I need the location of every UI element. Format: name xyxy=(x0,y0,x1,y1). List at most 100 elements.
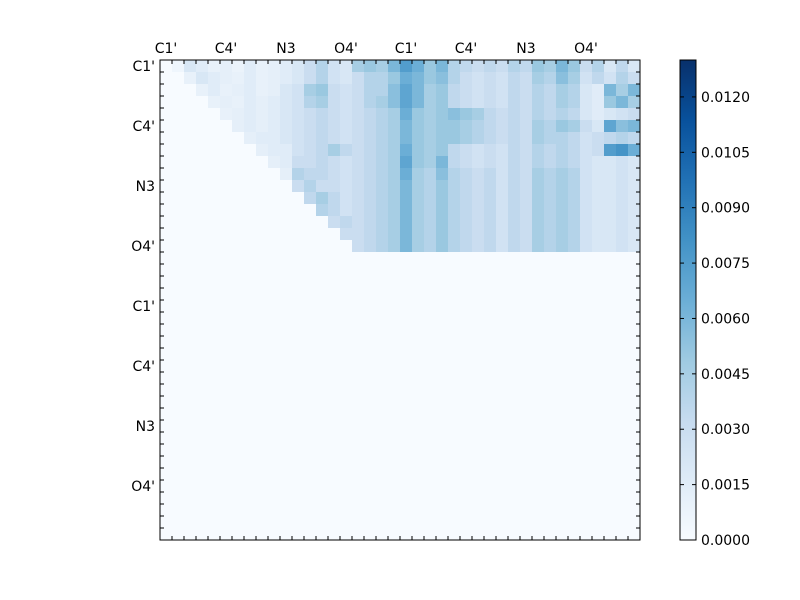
heatmap-cell xyxy=(520,72,533,85)
heatmap-cell xyxy=(160,156,173,169)
heatmap-cell xyxy=(532,504,545,517)
heatmap-cell xyxy=(244,288,257,301)
heatmap-cell xyxy=(340,336,353,349)
heatmap-cell xyxy=(484,312,497,325)
x-tick-label: C1' xyxy=(155,41,178,57)
heatmap-cell xyxy=(628,468,641,481)
heatmap-cell xyxy=(208,288,221,301)
heatmap-cell xyxy=(220,480,233,493)
heatmap-cell xyxy=(220,228,233,241)
heatmap-cell xyxy=(496,456,509,469)
heatmap-cell xyxy=(268,108,281,121)
heatmap-cell xyxy=(280,396,293,409)
heatmap-cell xyxy=(628,492,641,505)
heatmap-cell xyxy=(400,276,413,289)
y-tick-label: C4' xyxy=(132,359,155,375)
heatmap-cell xyxy=(244,492,257,505)
heatmap-cell xyxy=(520,336,533,349)
heatmap-cell xyxy=(364,84,377,97)
heatmap-cell xyxy=(424,252,437,265)
heatmap-cell xyxy=(196,384,209,397)
heatmap-cell xyxy=(568,432,581,445)
heatmap-cell xyxy=(568,216,581,229)
heatmap-cell xyxy=(256,372,269,385)
heatmap-cell xyxy=(496,276,509,289)
heatmap-cell xyxy=(352,336,365,349)
heatmap-cell xyxy=(352,324,365,337)
heatmap-cell xyxy=(496,156,509,169)
heatmap-cell xyxy=(376,144,389,157)
heatmap-cell xyxy=(484,324,497,337)
heatmap-cell xyxy=(484,84,497,97)
heatmap-cell xyxy=(544,288,557,301)
heatmap-cell xyxy=(340,84,353,97)
heatmap-cell xyxy=(304,348,317,361)
heatmap-cell xyxy=(412,468,425,481)
heatmap-cell xyxy=(424,144,437,157)
heatmap-cell xyxy=(256,264,269,277)
heatmap-cell xyxy=(604,264,617,277)
heatmap-cell xyxy=(532,156,545,169)
heatmap-cell xyxy=(268,396,281,409)
heatmap-cell xyxy=(232,84,245,97)
heatmap-cell xyxy=(628,276,641,289)
heatmap-cell xyxy=(448,492,461,505)
heatmap-cell xyxy=(496,468,509,481)
heatmap-cell xyxy=(604,456,617,469)
heatmap-cell xyxy=(292,96,305,109)
heatmap-cell xyxy=(544,276,557,289)
heatmap-cell xyxy=(376,132,389,145)
heatmap-cell xyxy=(556,228,569,241)
heatmap-cell xyxy=(544,120,557,133)
heatmap-cell xyxy=(592,336,605,349)
heatmap-cell xyxy=(544,300,557,313)
heatmap-cell xyxy=(388,516,401,529)
heatmap-cell xyxy=(616,360,629,373)
heatmap-cell xyxy=(580,312,593,325)
heatmap-cell xyxy=(412,240,425,253)
heatmap-cell xyxy=(544,240,557,253)
heatmap-cell xyxy=(508,228,521,241)
heatmap-cell xyxy=(532,132,545,145)
heatmap-cell xyxy=(400,192,413,205)
heatmap-cell xyxy=(244,240,257,253)
heatmap-cell xyxy=(340,348,353,361)
heatmap-cell xyxy=(448,480,461,493)
heatmap-cell xyxy=(460,96,473,109)
heatmap-cell xyxy=(364,252,377,265)
heatmap-cell xyxy=(412,288,425,301)
heatmap-cell xyxy=(160,132,173,145)
heatmap-cell xyxy=(328,84,341,97)
heatmap-cell xyxy=(184,192,197,205)
heatmap-cell xyxy=(400,180,413,193)
heatmap-cell xyxy=(568,156,581,169)
heatmap-cell xyxy=(172,432,185,445)
heatmap-cell xyxy=(340,96,353,109)
heatmap-cell xyxy=(460,492,473,505)
heatmap-cell xyxy=(172,156,185,169)
heatmap-cell xyxy=(556,348,569,361)
heatmap-cell xyxy=(484,300,497,313)
heatmap-cell xyxy=(580,396,593,409)
heatmap-cell xyxy=(568,456,581,469)
heatmap-cell xyxy=(244,252,257,265)
heatmap-cell xyxy=(196,288,209,301)
heatmap-cell xyxy=(280,228,293,241)
heatmap-cell xyxy=(436,96,449,109)
heatmap-cell xyxy=(496,228,509,241)
heatmap-cell xyxy=(412,192,425,205)
heatmap-cell xyxy=(244,156,257,169)
heatmap-cell xyxy=(424,192,437,205)
heatmap-cell xyxy=(208,432,221,445)
heatmap-cell xyxy=(580,324,593,337)
heatmap-cell xyxy=(436,216,449,229)
heatmap-cell xyxy=(436,396,449,409)
heatmap-cell xyxy=(160,480,173,493)
heatmap-cell xyxy=(424,72,437,85)
heatmap-cell xyxy=(628,168,641,181)
heatmap-cell xyxy=(580,432,593,445)
heatmap-cell xyxy=(616,120,629,133)
heatmap-cell xyxy=(580,528,593,541)
heatmap-cell xyxy=(424,480,437,493)
heatmap-cell xyxy=(160,408,173,421)
